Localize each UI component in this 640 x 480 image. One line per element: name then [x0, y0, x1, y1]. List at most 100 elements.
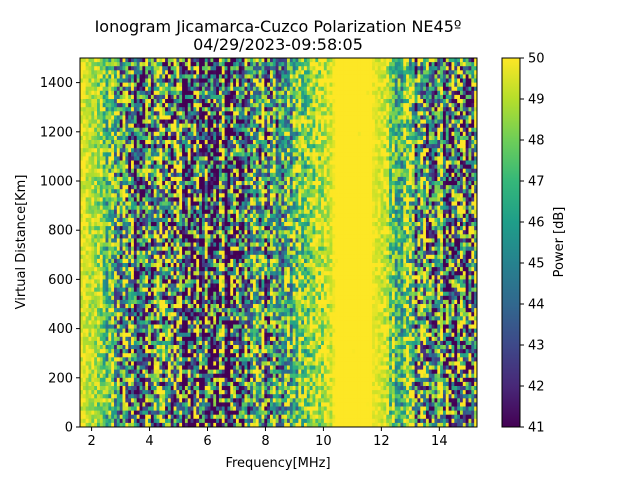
heatmap-cell [162, 361, 166, 366]
heatmap-cell [227, 172, 231, 178]
heatmap-cell [116, 152, 121, 157]
heatmap-cell [85, 299, 89, 305]
heatmap-cell [150, 222, 155, 227]
heatmap-cell [190, 193, 194, 198]
heatmap-cell [187, 148, 191, 153]
heatmap-cell [230, 156, 234, 161]
heatmap-cell [201, 299, 206, 305]
heatmap-cell [216, 86, 220, 92]
heatmap-cell [116, 295, 121, 301]
heatmap-cell [125, 213, 129, 219]
heatmap-cell [224, 111, 228, 116]
heatmap-cell [88, 74, 92, 79]
heatmap-cell [207, 119, 211, 124]
heatmap-cell [133, 197, 138, 202]
heatmap-cell [80, 119, 84, 124]
heatmap-cell [196, 312, 200, 317]
heatmap-cell [173, 422, 177, 428]
heatmap-cell [233, 275, 237, 280]
heatmap-cell [216, 254, 220, 260]
heatmap-cell [227, 123, 231, 129]
heatmap-cell [187, 78, 191, 83]
heatmap-cell [207, 295, 211, 301]
heatmap-cell [190, 353, 194, 358]
heatmap-cell [207, 304, 211, 309]
heatmap-cell [114, 201, 118, 206]
heatmap-cell [224, 349, 228, 354]
heatmap-cell [99, 271, 104, 276]
heatmap-cell [159, 193, 163, 198]
heatmap-cell [167, 398, 172, 403]
heatmap-cell [173, 164, 177, 170]
heatmap-cell [218, 222, 223, 227]
heatmap-cell [82, 349, 87, 354]
heatmap-cell [233, 94, 237, 100]
heatmap-cell [150, 152, 155, 157]
heatmap-cell [167, 94, 172, 100]
heatmap-cell [82, 193, 87, 198]
heatmap-cell [150, 90, 155, 96]
heatmap-cell [128, 254, 132, 260]
heatmap-cell [207, 131, 211, 137]
heatmap-cell [167, 226, 172, 231]
heatmap-cell [199, 246, 203, 252]
heatmap-cell [148, 365, 152, 370]
heatmap-cell [162, 320, 166, 325]
heatmap-cell [116, 111, 121, 116]
heatmap-cell [85, 160, 89, 165]
heatmap-cell [128, 386, 132, 391]
heatmap-cell [196, 115, 200, 120]
heatmap-cell [153, 226, 157, 231]
heatmap-cell [204, 316, 209, 321]
heatmap-cell [216, 90, 220, 96]
heatmap-cell [88, 394, 92, 399]
heatmap-cell [94, 115, 98, 120]
heatmap-cell [99, 250, 104, 256]
heatmap-cell [196, 402, 200, 407]
heatmap-cell [162, 386, 166, 391]
heatmap-cell [196, 78, 200, 83]
heatmap-cell [116, 127, 121, 133]
heatmap-cell [221, 168, 226, 174]
heatmap-cell [170, 99, 174, 104]
heatmap-cell [108, 398, 112, 403]
heatmap-cell [99, 287, 104, 293]
heatmap-cell [116, 70, 121, 75]
heatmap-cell [148, 99, 152, 104]
heatmap-cell [88, 140, 92, 145]
heatmap-cell [235, 172, 240, 178]
heatmap-cell [230, 164, 234, 170]
heatmap-cell [224, 312, 228, 317]
heatmap-cell [159, 312, 163, 317]
heatmap-cell [190, 197, 194, 202]
heatmap-cell [207, 320, 211, 325]
heatmap-cell [105, 201, 109, 206]
heatmap-cell [173, 238, 177, 243]
heatmap-cell [82, 267, 87, 272]
heatmap-cell [190, 320, 194, 325]
heatmap-cell [136, 238, 140, 243]
heatmap-cell [173, 127, 177, 133]
heatmap-cell [207, 123, 211, 129]
heatmap-cell [167, 160, 172, 165]
heatmap-cell [165, 230, 169, 235]
heatmap-cell [165, 201, 169, 206]
heatmap-cell [167, 271, 172, 276]
heatmap-cell [91, 230, 95, 235]
heatmap-cell [148, 410, 152, 416]
heatmap-cell [199, 193, 203, 198]
heatmap-cell [99, 365, 104, 370]
heatmap-cell [159, 332, 163, 338]
heatmap-cell [111, 152, 115, 157]
heatmap-cell [116, 189, 121, 194]
heatmap-cell [210, 357, 214, 362]
heatmap-cell [122, 316, 126, 321]
heatmap-cell [80, 295, 84, 301]
heatmap-cell [148, 324, 152, 329]
heatmap-cell [218, 144, 223, 149]
heatmap-cell [139, 135, 143, 141]
heatmap-cell [213, 291, 217, 297]
heatmap-cell [125, 127, 129, 133]
heatmap-cell [162, 271, 166, 276]
heatmap-cell [159, 345, 163, 350]
